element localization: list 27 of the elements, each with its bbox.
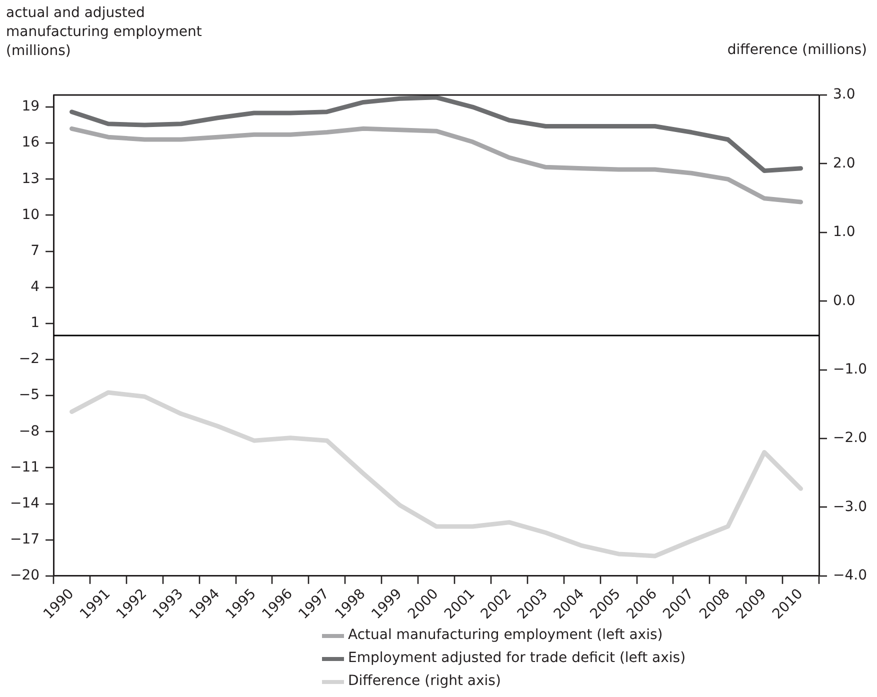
y-tick-label: −5: [18, 387, 40, 404]
y2-axis-title: difference (millions): [727, 42, 867, 58]
y2-tick-label: −1.0: [833, 361, 868, 378]
y2-tick-label: −4.0: [833, 568, 868, 584]
y-tick-label: 4: [30, 279, 40, 296]
y-tick-label: 7: [30, 242, 40, 259]
y2-tick-label: −2.0: [833, 430, 868, 446]
y-tick-label: 10: [22, 206, 40, 223]
y-tick-label: −17: [10, 532, 40, 548]
y-tick-label: 16: [22, 134, 40, 151]
y2-tick-label: 2.0: [833, 155, 856, 172]
legend-label: Difference (right axis): [348, 672, 501, 691]
y-tick-label: 13: [22, 170, 40, 187]
y2-tick-label: 0.0: [833, 292, 856, 309]
y-tick-label: −20: [10, 568, 40, 584]
y-tick-label: 1: [30, 315, 40, 332]
y-tick-label: −8: [18, 423, 40, 440]
y-tick-label: 19: [22, 98, 40, 115]
y2-tick-label: 1.0: [833, 224, 856, 240]
y-tick-label: −2: [18, 351, 40, 368]
y2-tick-label: 3.0: [833, 86, 856, 103]
y2-tick-label: −3.0: [833, 498, 868, 515]
legend-label: Actual manufacturing employment (left axis): [348, 626, 663, 645]
y-tick-label: −14: [10, 495, 40, 512]
legend-label: Employment adjusted for trade deficit (left axis): [348, 649, 686, 668]
y-axis-title: actual and adjusted manufacturing employment (millions): [6, 4, 203, 61]
y-tick-label: −11: [10, 459, 40, 476]
